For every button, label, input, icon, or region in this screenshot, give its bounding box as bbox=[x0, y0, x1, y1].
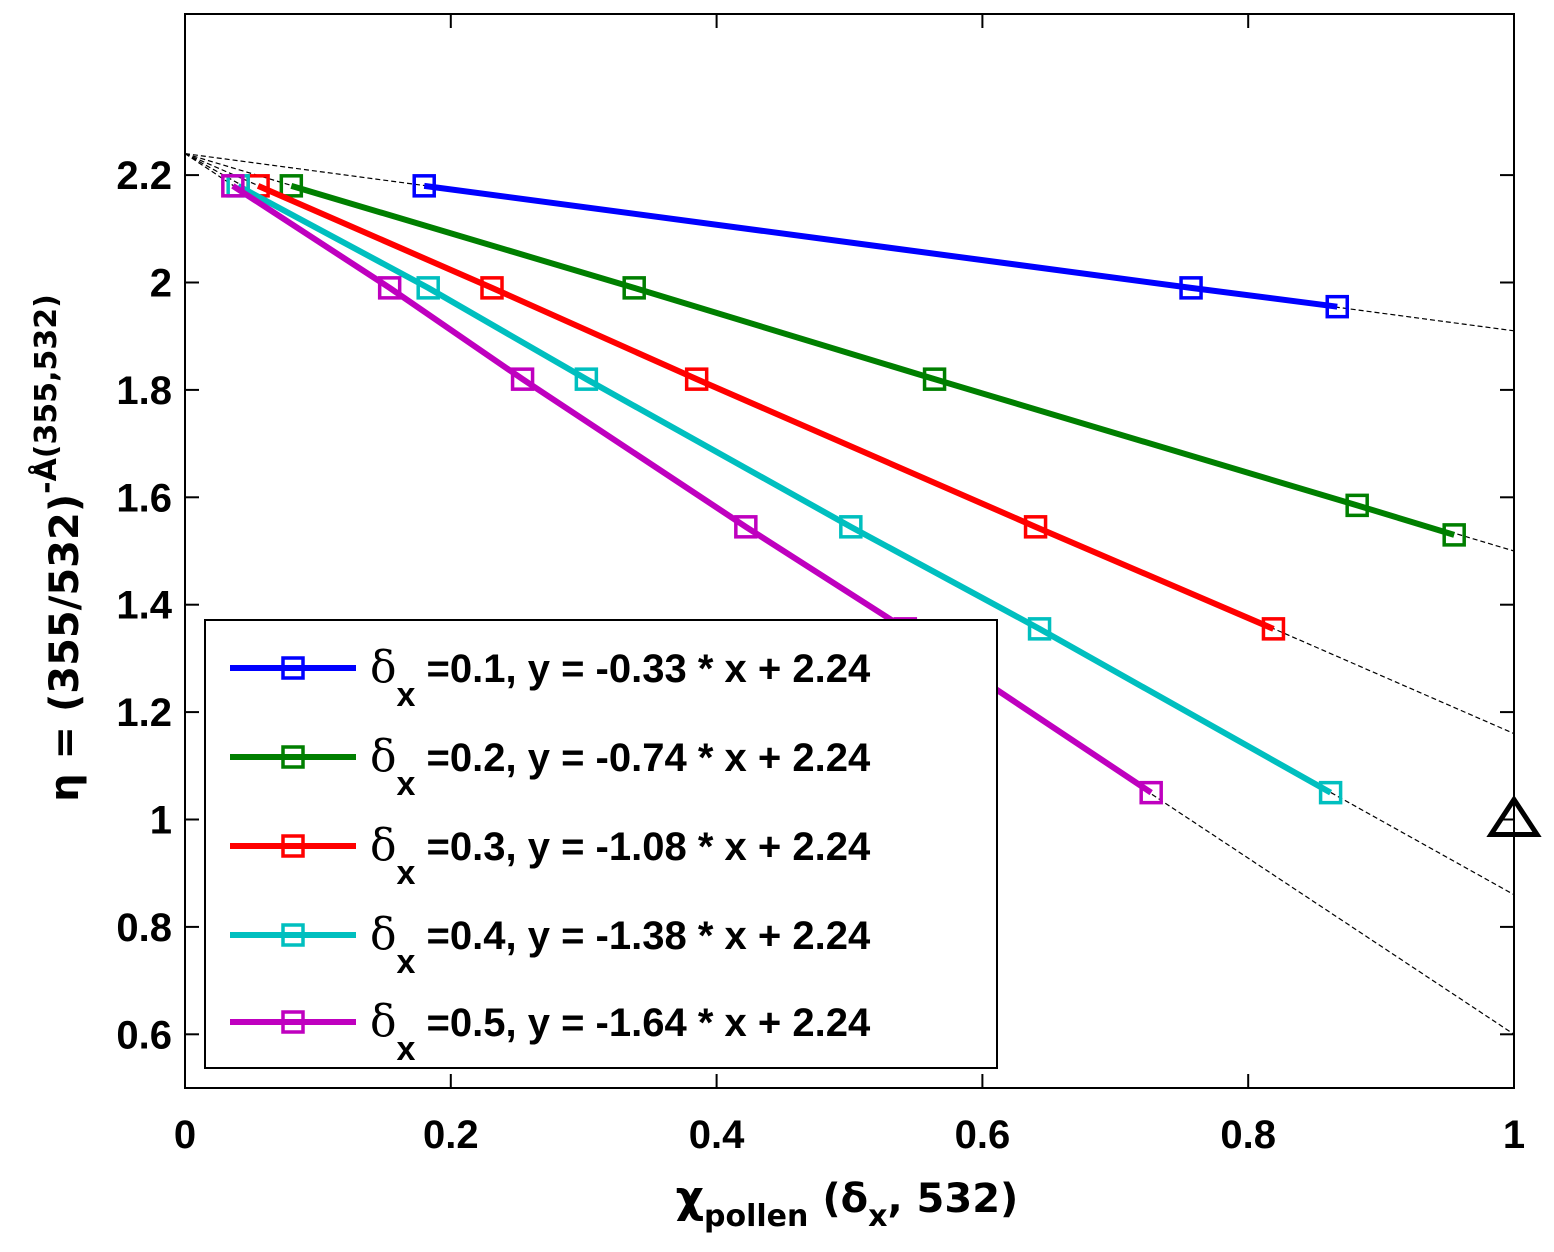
series-4-point-5 bbox=[1027, 617, 1052, 641]
y-axis-label: η = (355/532)-Å(355,532) bbox=[27, 294, 88, 802]
series-2-point-2 bbox=[622, 276, 646, 300]
series-5-point-1 bbox=[221, 174, 245, 198]
series-line-3 bbox=[256, 183, 1275, 632]
series-3-point-3 bbox=[684, 367, 709, 391]
series-1-point-1 bbox=[412, 174, 436, 198]
legend-entry-2: δx =0.2, y = -0.74 * x + 2.24 bbox=[230, 731, 871, 803]
series-2-point-4 bbox=[1345, 493, 1369, 518]
x-tick-label-1: 0.2 bbox=[423, 1113, 479, 1157]
x-tick-label-0: 0 bbox=[174, 1113, 196, 1157]
series-1-point-3 bbox=[1325, 294, 1349, 319]
series-line-1 bbox=[423, 182, 1338, 310]
legend-label-3: δx =0.3, y = -1.08 * x + 2.24 bbox=[370, 820, 871, 892]
legend-swatch-marker-5 bbox=[281, 1010, 305, 1034]
y-tick-label-7: 2 bbox=[150, 262, 172, 306]
series-2 bbox=[279, 174, 1466, 547]
y-tick-label-0: 0.6 bbox=[116, 1013, 172, 1057]
legend-swatch-marker-3 bbox=[281, 834, 305, 858]
series-1-point-2 bbox=[1179, 276, 1203, 300]
y-tick-label-5: 1.6 bbox=[116, 476, 172, 520]
legend-label-4: δx =0.4, y = -1.38 * x + 2.24 bbox=[370, 909, 871, 981]
series-2-point-1 bbox=[279, 174, 304, 198]
series-4 bbox=[226, 174, 1343, 805]
triangle-marker bbox=[1486, 794, 1542, 837]
x-tick-label-5: 1 bbox=[1503, 1113, 1525, 1157]
legend-entry-3: δx =0.3, y = -1.08 * x + 2.24 bbox=[230, 820, 871, 892]
legend-items: δx =0.1, y = -0.33 * x + 2.24 δx =0.2, y … bbox=[230, 642, 871, 1068]
legend-label-2: δx =0.2, y = -0.74 * x + 2.24 bbox=[370, 731, 871, 803]
series-5-point-2 bbox=[377, 276, 402, 300]
series-line-4 bbox=[236, 183, 1333, 796]
special-marker bbox=[1486, 794, 1542, 837]
series-3-point-4 bbox=[1023, 515, 1048, 539]
series-line-2 bbox=[290, 182, 1456, 538]
legend-entry-5: δx =0.5, y = -1.64 * x + 2.24 bbox=[230, 996, 871, 1068]
y-tick-label-3: 1.2 bbox=[116, 691, 172, 735]
y-tick-label-2: 1 bbox=[150, 799, 172, 843]
tick-labels: 0 0.2 0.4 0.6 0.8 1 0.6 0.8 1 1.2 1.4 1.6 1.8 2 2.2 bbox=[116, 154, 1525, 1157]
y-tick-label-1: 0.8 bbox=[116, 906, 172, 950]
x-tick-label-3: 0.6 bbox=[955, 1113, 1011, 1157]
series-2-point-3 bbox=[922, 367, 947, 391]
plot-frame bbox=[184, 13, 1515, 1089]
series-5-point-3 bbox=[510, 367, 535, 391]
legend-label-1: δx =0.1, y = -0.33 * x + 2.24 bbox=[370, 642, 871, 714]
series-3-point-2 bbox=[480, 276, 504, 300]
series-layer bbox=[221, 174, 1466, 805]
series-5-point-4 bbox=[734, 515, 758, 539]
series-4-point-4 bbox=[839, 515, 863, 539]
series-4-point-3 bbox=[574, 367, 599, 391]
legend-swatch-marker-1 bbox=[281, 656, 305, 680]
y-tick-label-4: 1.4 bbox=[116, 584, 172, 628]
series-4-point-2 bbox=[416, 276, 440, 300]
legend-swatch-marker-2 bbox=[281, 745, 305, 769]
x-axis-label: χpollen (δx, 532) bbox=[676, 1172, 1019, 1234]
legend: δx =0.1, y = -0.33 * x + 2.24 δx =0.2, y … bbox=[204, 619, 998, 1069]
x-tick-label-4: 0.8 bbox=[1220, 1113, 1276, 1157]
series-2-point-5 bbox=[1442, 523, 1466, 547]
x-tick-label-2: 0.4 bbox=[689, 1113, 745, 1157]
series-4-point-6 bbox=[1318, 780, 1343, 805]
series-3-point-5 bbox=[1261, 617, 1286, 641]
y-tick-label-6: 1.8 bbox=[116, 369, 172, 413]
legend-swatch-marker-4 bbox=[281, 923, 305, 947]
y-tick-label-8: 2.2 bbox=[116, 154, 172, 198]
series-1 bbox=[412, 174, 1349, 319]
legend-entry-4: δx =0.4, y = -1.38 * x + 2.24 bbox=[230, 909, 871, 981]
legend-box bbox=[204, 619, 998, 1069]
legend-label-5: δx =0.5, y = -1.64 * x + 2.24 bbox=[370, 996, 871, 1068]
series-5-point-6 bbox=[1139, 780, 1163, 805]
legend-entry-1: δx =0.1, y = -0.33 * x + 2.24 bbox=[230, 642, 871, 714]
